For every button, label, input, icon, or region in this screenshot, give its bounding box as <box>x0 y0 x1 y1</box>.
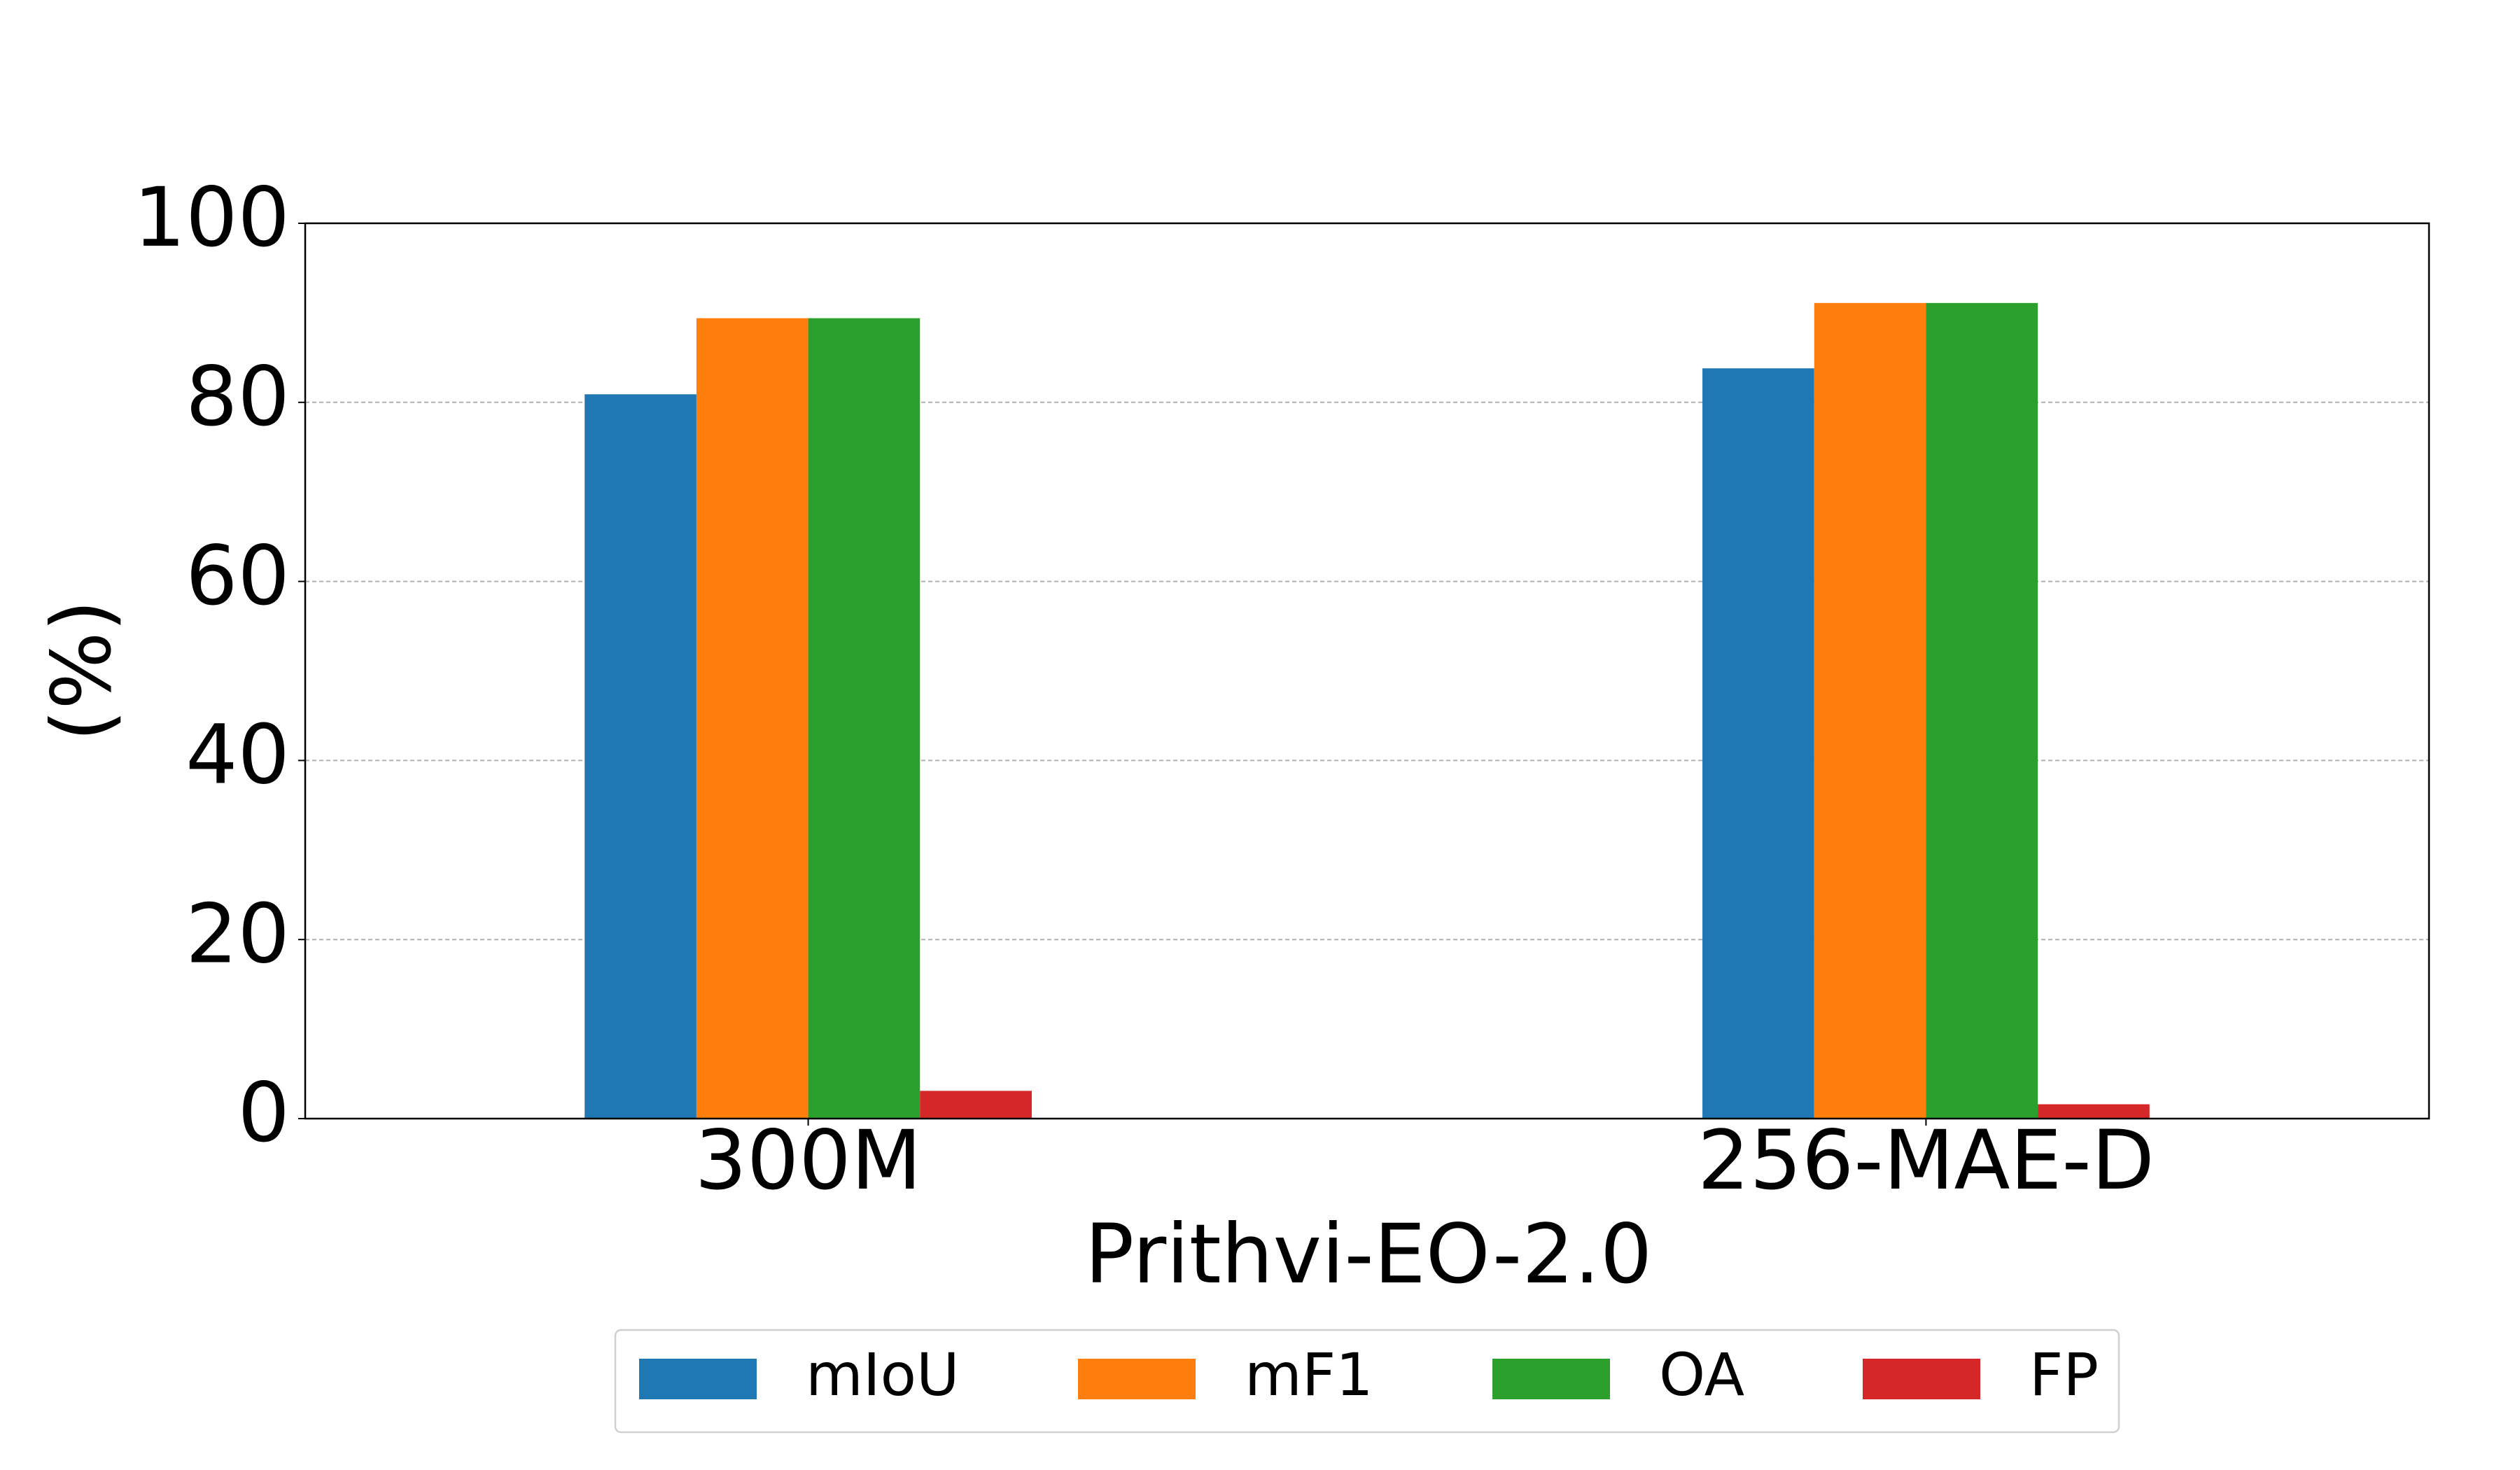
legend-label: FP <box>2029 1340 2099 1409</box>
legend-label: mIoU <box>806 1340 959 1409</box>
y-tick-label: 40 <box>186 707 290 803</box>
bar <box>808 318 920 1119</box>
legend-label: OA <box>1659 1340 1744 1409</box>
bar <box>1926 302 2038 1119</box>
plot-frame <box>304 222 2430 1120</box>
legend-label: mF1 <box>1245 1340 1373 1409</box>
bar <box>584 394 696 1119</box>
x-tick-label: 300M <box>694 1112 921 1208</box>
y-tick-label: 60 <box>186 528 290 624</box>
bar <box>696 318 808 1119</box>
bar <box>1702 368 1814 1119</box>
y-tick-label: 0 <box>238 1065 290 1161</box>
bar <box>1814 302 1926 1119</box>
bar <box>920 1091 1032 1119</box>
y-tick-label: 80 <box>186 349 290 444</box>
legend-swatch <box>1492 1359 1610 1399</box>
y-tick-label: 100 <box>134 169 290 265</box>
x-axis-label: Prithvi-EO-2.0 <box>1085 1206 1653 1302</box>
legend: mIoU mF1 OA FP <box>614 1329 2120 1434</box>
y-tick-label: 20 <box>186 886 290 981</box>
legend-swatch <box>1863 1359 1980 1399</box>
y-axis-label: (%) <box>34 600 130 741</box>
legend-frame <box>614 1329 2120 1434</box>
bar <box>2038 1104 2150 1119</box>
legend-swatch <box>1078 1359 1196 1399</box>
x-tick-label: 256-MAE-D <box>1698 1112 2155 1208</box>
legend-swatch <box>639 1359 757 1399</box>
